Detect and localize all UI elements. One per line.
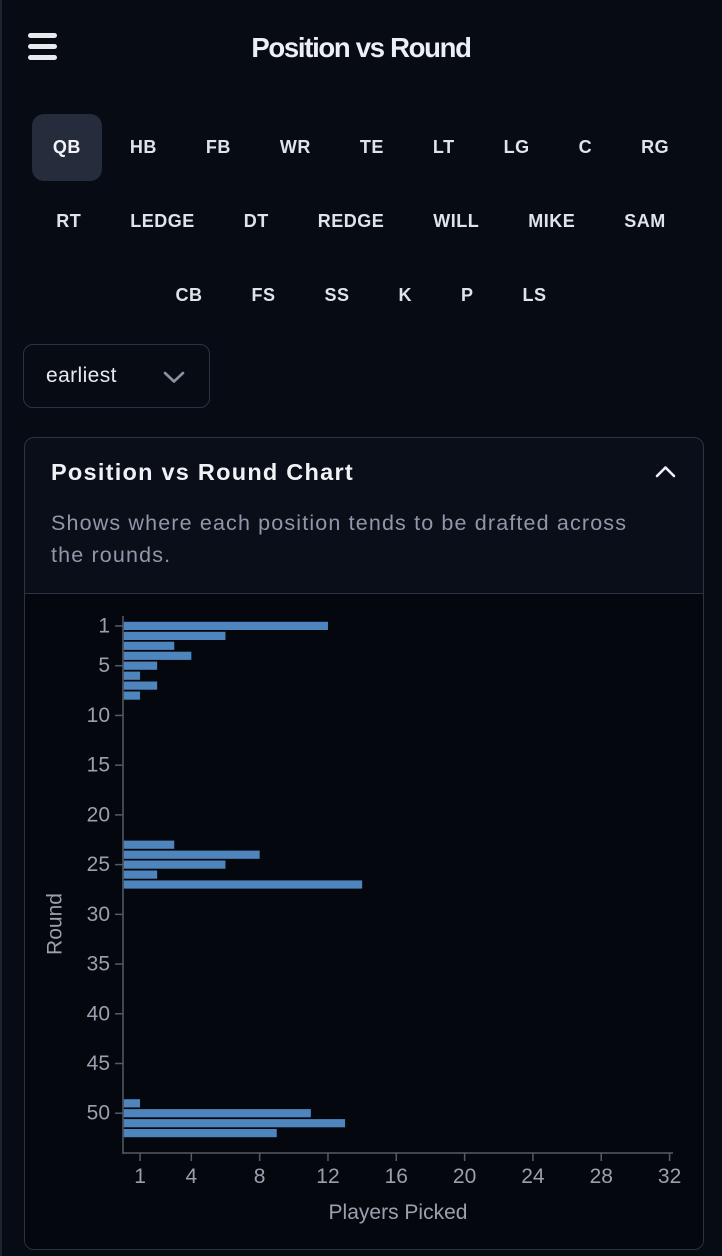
position-tab-fb[interactable]: FB bbox=[185, 114, 252, 181]
position-tab-row: RT LEDGE DT REDGE WILL MIKE SAM bbox=[0, 188, 722, 255]
position-tab-ss[interactable]: SS bbox=[303, 262, 370, 329]
position-tab-wr[interactable]: WR bbox=[259, 114, 332, 181]
position-tab-k[interactable]: K bbox=[378, 262, 434, 329]
position-tab-p[interactable]: P bbox=[440, 262, 495, 329]
position-tab-ls[interactable]: LS bbox=[502, 262, 568, 329]
x-tick-label: 32 bbox=[658, 1165, 681, 1188]
position-tab-row: QB HB FB WR TE LT LG C RG bbox=[0, 114, 722, 181]
position-tab-hb[interactable]: HB bbox=[109, 114, 178, 181]
bar-round-49 bbox=[123, 1099, 141, 1108]
position-tab-will[interactable]: WILL bbox=[412, 188, 500, 255]
bar-round-51 bbox=[123, 1119, 346, 1128]
y-tick-label: 15 bbox=[87, 754, 110, 777]
y-tick-label: 1 bbox=[98, 614, 110, 637]
position-tab-cb[interactable]: CB bbox=[154, 262, 223, 329]
bar-round-23 bbox=[123, 840, 175, 849]
page-title: Position vs Round bbox=[251, 32, 472, 63]
bar-round-2 bbox=[123, 631, 226, 640]
collapse-button[interactable] bbox=[653, 461, 678, 485]
bar-round-6 bbox=[123, 671, 141, 680]
position-tab-ledge[interactable]: LEDGE bbox=[109, 188, 216, 255]
sort-select[interactable]: earliest bbox=[23, 344, 210, 408]
position-tab-row: CB FS SS K P LS bbox=[0, 262, 722, 329]
x-tick-label: 8 bbox=[254, 1165, 266, 1188]
y-tick-label: 30 bbox=[87, 903, 110, 926]
bar-round-8 bbox=[123, 691, 141, 700]
y-tick-label: 40 bbox=[87, 1002, 110, 1025]
x-tick-label: 16 bbox=[385, 1165, 408, 1188]
bar-round-24 bbox=[123, 850, 260, 859]
position-tab-rg[interactable]: RG bbox=[620, 114, 690, 181]
position-tab-dt[interactable]: DT bbox=[223, 188, 290, 255]
chart-card-description: Shows where each position tends to be dr… bbox=[51, 511, 628, 567]
position-tab-fs[interactable]: FS bbox=[230, 262, 296, 329]
menu-button[interactable] bbox=[28, 33, 57, 61]
bar-round-52 bbox=[123, 1129, 277, 1138]
x-tick-label: 28 bbox=[590, 1165, 613, 1188]
bar-round-4 bbox=[123, 651, 192, 660]
hamburger-icon bbox=[28, 33, 57, 38]
bar-round-1 bbox=[123, 621, 328, 630]
position-tab-te[interactable]: TE bbox=[339, 114, 405, 181]
x-tick-label: 24 bbox=[521, 1165, 545, 1188]
position-tab-c[interactable]: C bbox=[558, 114, 614, 181]
position-tab-sam[interactable]: SAM bbox=[603, 188, 687, 255]
x-tick-label: 12 bbox=[316, 1165, 339, 1188]
position-tab-mike[interactable]: MIKE bbox=[507, 188, 596, 255]
position-tab-lt[interactable]: LT bbox=[412, 114, 476, 181]
position-tabs: QB HB FB WR TE LT LG C RG RT LEDGE DT REDGE WILL MIKE S… bbox=[0, 114, 722, 336]
y-tick-label: 10 bbox=[87, 704, 110, 727]
bar-round-5 bbox=[123, 661, 158, 670]
bar-round-26 bbox=[123, 870, 158, 879]
y-tick-label: 20 bbox=[87, 803, 110, 826]
bar-round-3 bbox=[123, 641, 175, 650]
x-tick-label: 4 bbox=[185, 1165, 197, 1188]
screen-edge-line bbox=[0, 0, 2, 1256]
bar-round-50 bbox=[123, 1109, 311, 1118]
bar-round-25 bbox=[123, 860, 226, 869]
bar-round-27 bbox=[123, 880, 363, 889]
y-tick-label: 25 bbox=[87, 853, 110, 876]
y-tick-label: 50 bbox=[87, 1102, 110, 1125]
x-axis-title: Players Picked bbox=[329, 1201, 468, 1224]
position-tab-rt[interactable]: RT bbox=[35, 188, 102, 255]
y-tick-label: 5 bbox=[98, 654, 110, 677]
y-tick-label: 45 bbox=[87, 1052, 110, 1075]
chevron-down-icon bbox=[163, 371, 185, 389]
y-tick-label: 35 bbox=[87, 953, 110, 976]
y-axis-title: Round bbox=[44, 893, 67, 955]
chevron-up-icon bbox=[655, 466, 676, 481]
bar-round-7 bbox=[123, 681, 158, 690]
chart-card-header: Position vs Round Chart Shows where each… bbox=[25, 438, 703, 593]
sort-select-value: earliest bbox=[46, 364, 117, 387]
x-tick-label: 20 bbox=[453, 1165, 476, 1188]
position-tab-redge[interactable]: REDGE bbox=[297, 188, 406, 255]
chart: 1 5 10 15 20 25 30 35 40 45 50 1 4 8 12 16 20 24 28 32 Round… bbox=[25, 593, 703, 1249]
chart-card: Position vs Round Chart Shows where each… bbox=[24, 437, 704, 1250]
x-tick-label: 1 bbox=[134, 1165, 146, 1188]
position-tab-lg[interactable]: LG bbox=[483, 114, 551, 181]
chart-card-title: Position vs Round Chart bbox=[51, 459, 354, 485]
position-tab-qb[interactable]: QB bbox=[31, 114, 102, 181]
